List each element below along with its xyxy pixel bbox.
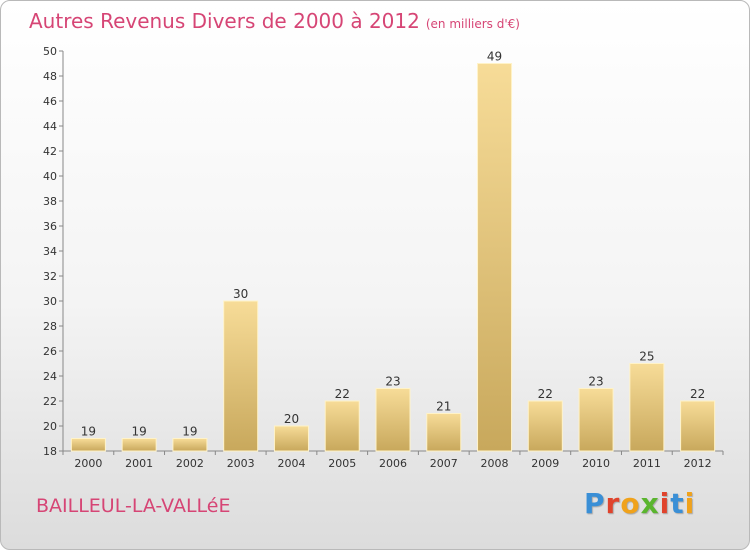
x-tick-label: 2012	[684, 457, 712, 470]
y-tick-label: 30	[43, 295, 57, 308]
y-tick-label: 44	[43, 120, 57, 133]
bar	[477, 63, 513, 452]
y-tick-label: 38	[43, 195, 57, 208]
data-label: 30	[233, 287, 248, 301]
y-tick-label: 34	[43, 245, 57, 258]
y-tick-label: 42	[43, 145, 57, 158]
logo-letter: P	[584, 487, 606, 520]
data-label: 49	[487, 50, 502, 64]
bar	[375, 388, 411, 452]
x-tick-label: 2008	[481, 457, 509, 470]
data-label: 23	[588, 375, 603, 389]
x-tick-label: 2001	[125, 457, 153, 470]
y-tick-label: 50	[43, 45, 57, 58]
bar	[273, 425, 309, 452]
proxiti-logo: Proxiti	[584, 487, 695, 520]
y-tick-label: 20	[43, 420, 57, 433]
y-tick-label: 46	[43, 95, 57, 108]
y-tick-label: 48	[43, 70, 57, 83]
logo-letter: o	[620, 487, 641, 520]
logo-letter: i	[659, 487, 671, 520]
y-tick-label: 18	[43, 445, 57, 458]
x-tick-label: 2003	[227, 457, 255, 470]
data-label: 21	[436, 400, 451, 414]
y-tick-label: 40	[43, 170, 57, 183]
logo-letter: t	[670, 487, 685, 520]
y-tick-label: 36	[43, 220, 57, 233]
y-tick-label: 28	[43, 320, 57, 333]
bar	[70, 438, 106, 452]
x-tick-label: 2005	[328, 457, 356, 470]
data-label: 25	[639, 350, 654, 364]
data-label: 22	[335, 387, 350, 401]
bar	[172, 438, 208, 452]
data-label: 19	[81, 425, 96, 439]
chart-title: Autres Revenus Divers de 2000 à 2012 (en …	[29, 9, 520, 33]
x-tick-label: 2009	[531, 457, 559, 470]
chart-unit: (en milliers d'€)	[425, 17, 520, 31]
chart-title-text: Autres Revenus Divers de 2000 à 2012	[29, 9, 420, 33]
y-tick-label: 22	[43, 395, 57, 408]
y-tick-label: 32	[43, 270, 57, 283]
y-tick-label: 26	[43, 345, 57, 358]
data-label: 20	[284, 412, 299, 426]
x-tick-label: 2011	[633, 457, 661, 470]
bar	[578, 388, 614, 452]
data-label: 22	[538, 387, 553, 401]
data-label: 23	[385, 375, 400, 389]
x-tick-label: 2004	[277, 457, 305, 470]
data-label: 19	[132, 425, 147, 439]
logo-letter: x	[640, 487, 660, 520]
x-tick-label: 2006	[379, 457, 407, 470]
commune-name: BAILLEUL-LA-VALLéE	[36, 495, 231, 517]
bar	[223, 300, 259, 452]
data-label: 19	[182, 425, 197, 439]
data-label: 22	[690, 387, 705, 401]
x-tick-label: 2010	[582, 457, 610, 470]
bar	[324, 400, 360, 452]
logo-letter: i	[684, 487, 696, 520]
logo-letter: r	[605, 487, 621, 520]
bar	[629, 363, 665, 452]
bar	[527, 400, 563, 452]
x-tick-label: 2007	[430, 457, 458, 470]
x-tick-label: 2000	[74, 457, 102, 470]
bar	[121, 438, 157, 452]
y-tick-label: 24	[43, 370, 57, 383]
x-tick-label: 2002	[176, 457, 204, 470]
bar	[680, 400, 716, 452]
bar	[426, 413, 462, 452]
